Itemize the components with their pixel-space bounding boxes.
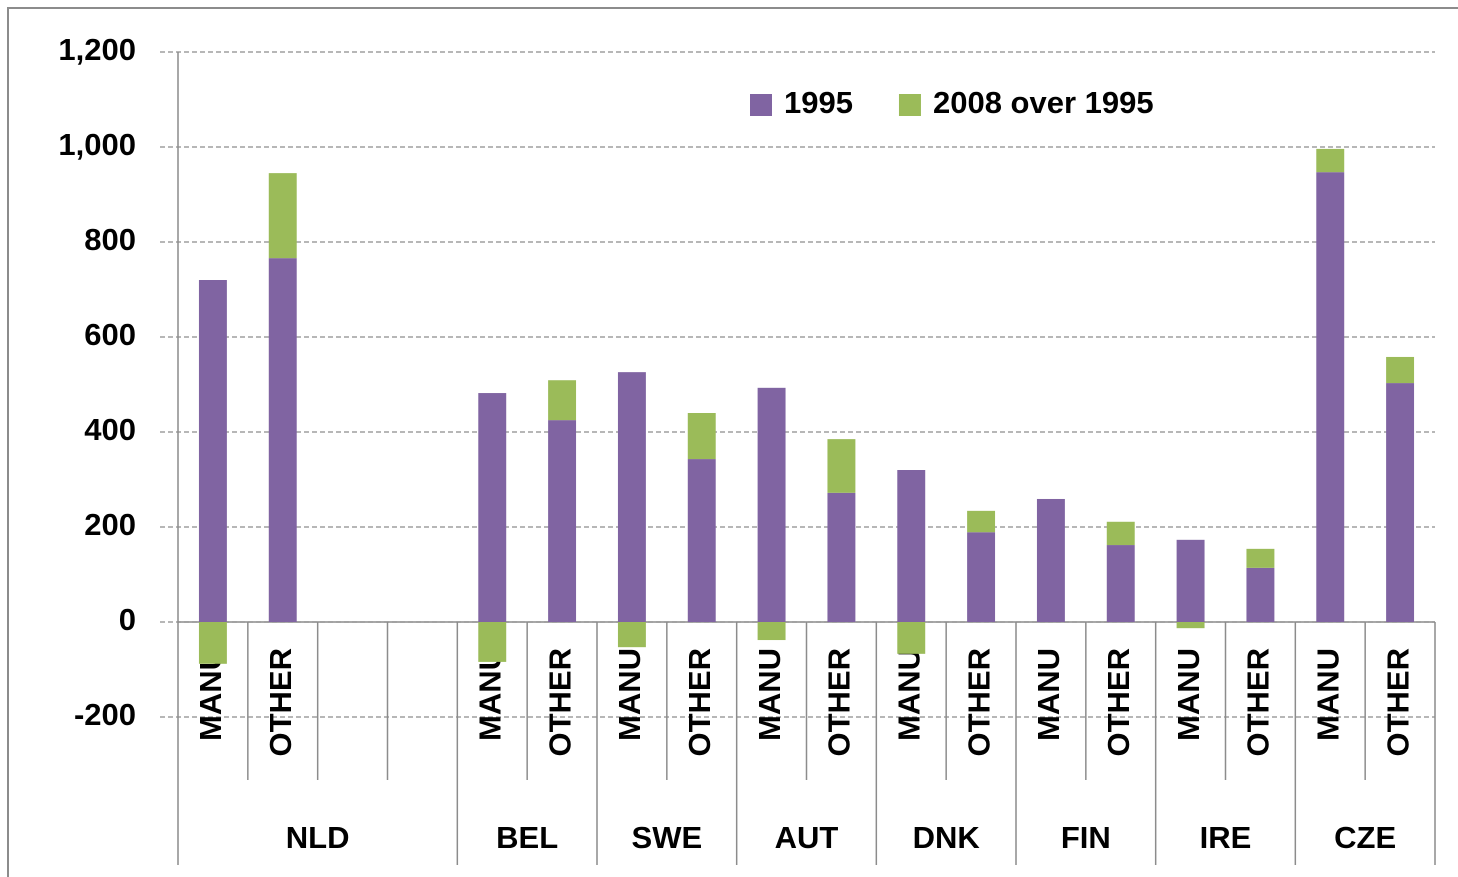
bar-segment [967,510,996,533]
legend-swatch [898,94,921,116]
bar-segment [1246,548,1275,568]
bar-segment [1176,622,1205,629]
group-label: SWE [632,820,703,855]
x-tick-label: OTHER [542,648,577,757]
bar-segment [687,459,716,622]
bar-segment [617,372,646,622]
bar-segment [1036,498,1065,622]
x-tick-label: MANU [752,648,787,741]
bar-segment [827,492,856,622]
bar-segment [198,622,227,664]
bar-segment [1176,539,1205,622]
bar-segment [268,258,297,622]
group-label: IRE [1200,820,1252,855]
chart-frame [7,7,1458,877]
legend-label: 2008 over 1995 [933,85,1154,120]
bar-segment [198,280,227,622]
bar-segment [897,470,926,622]
group-label: CZE [1334,820,1396,855]
y-tick-label: 800 [84,222,136,257]
bar-segment [1316,148,1345,173]
bar-segment [1386,383,1415,622]
bar-segment [757,622,786,641]
bar-segment [1316,172,1345,623]
bar-segment [1246,567,1275,622]
group-label: AUT [775,820,839,855]
group-label: DNK [913,820,981,855]
y-tick-label: 1,000 [58,127,136,162]
bar-segment [548,380,577,421]
bar-segment [478,622,507,662]
x-tick-label: MANU [612,648,647,741]
group-label: BEL [496,820,558,855]
bar-segment [967,532,996,622]
y-tick-label: -200 [74,697,136,732]
bar-segment [757,387,786,622]
x-tick-label: OTHER [682,648,717,757]
legend-label: 1995 [784,85,853,120]
legend-swatch [750,94,772,116]
bar-segment [827,439,856,493]
bar-segment [1106,521,1135,546]
bar-segment [478,393,507,622]
y-tick-label: 0 [119,602,136,637]
bar-segment [897,622,926,654]
bar-segment [1386,356,1415,384]
legend: 1995 2008 over 1995 [750,85,1154,120]
y-tick-label: 200 [84,507,136,542]
y-tick-label: 1,200 [58,32,136,67]
bar-segment [687,413,716,460]
x-tick-label: OTHER [1241,648,1276,757]
x-tick-label: MANU [472,648,507,741]
x-tick-label: MANU [891,648,926,741]
group-label: NLD [286,820,350,855]
x-tick-label: OTHER [961,648,996,757]
x-tick-label: OTHER [1101,648,1136,757]
bar-segment [1106,545,1135,622]
x-tick-label: OTHER [263,648,298,757]
x-tick-label: MANU [1031,648,1066,741]
x-tick-label: MANU [1310,648,1345,741]
bar-segment [617,622,646,648]
x-tick-label: OTHER [822,648,857,757]
bar-segment [548,420,577,622]
bar-segment [268,173,297,259]
y-tick-label: 600 [84,317,136,352]
x-tick-label: MANU [1171,648,1206,741]
group-label: FIN [1061,820,1111,855]
y-tick-label: 400 [84,412,136,447]
x-tick-label: OTHER [1380,648,1415,757]
